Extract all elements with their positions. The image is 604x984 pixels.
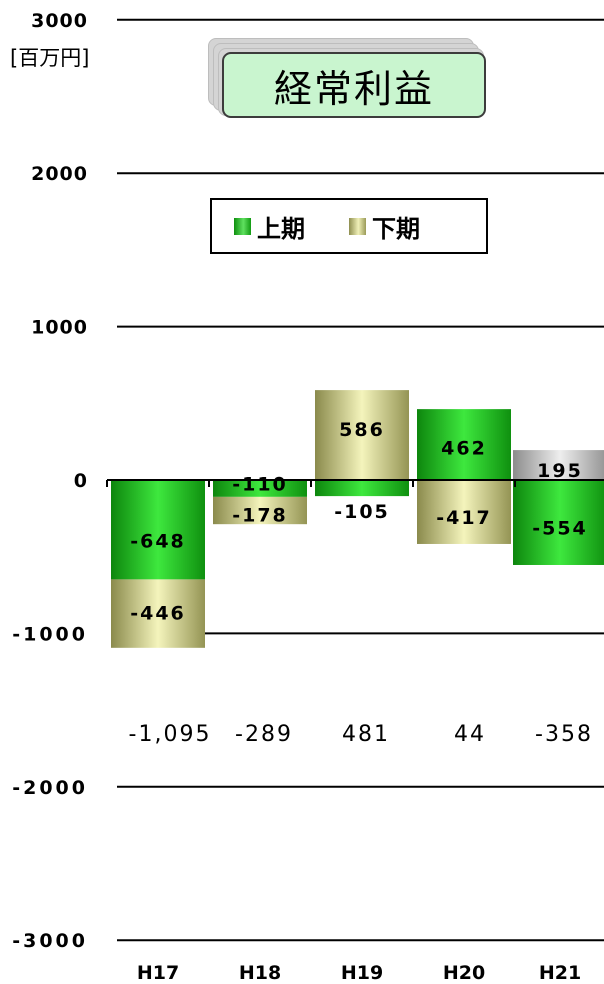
total-label: 44 [454,722,486,747]
legend-swatch-second-half [349,217,366,235]
data-label: -417 [436,507,492,529]
y-tick-label: 3000 [31,10,88,32]
bar-second-half-H18 [213,496,307,525]
total-label: -358 [535,722,593,747]
y-tick-label: -2000 [12,777,88,799]
legend-label-second-half: 下期 [372,214,420,243]
total-label: -1,095 [129,722,212,747]
legend-item-second-half: 下期 [349,209,420,244]
y-tick-label: -3000 [12,930,88,952]
data-label: -110 [232,473,288,495]
bar-second-half-H17 [111,579,205,648]
bar-first-half-H21 [513,480,604,565]
data-label: -648 [130,531,186,553]
legend-label-first-half: 上期 [257,214,305,243]
legend: 上期 下期 [210,198,488,254]
data-label: -554 [532,517,588,539]
y-tick-label: -1000 [12,623,88,645]
chart-title: 経常利益 [222,52,486,118]
legend-swatch-first-half [234,217,251,235]
bar-second-half-H21 [513,450,604,480]
data-label: 586 [339,419,385,441]
bar-second-half-H19 [315,390,409,480]
y-tick-label: 0 [74,470,88,492]
x-tick-label: H19 [341,962,383,984]
legend-item-first-half: 上期 [234,209,305,244]
bar-first-half-H18 [213,480,307,497]
x-tick-label: H17 [137,962,179,984]
data-label: 462 [441,438,487,460]
x-tick-label: H21 [539,962,581,984]
bar-first-half-H19 [315,480,409,497]
data-label: -178 [232,505,288,527]
x-tick-label: H18 [239,962,281,984]
bar-first-half-H17 [111,480,205,580]
y-tick-label: 1000 [31,317,88,339]
bar-first-half-H20 [417,409,511,480]
total-label: 481 [342,722,390,747]
bar-second-half-H20 [417,480,511,544]
data-label: -446 [130,603,186,625]
data-label: 195 [537,460,583,482]
total-label: -289 [235,722,293,747]
y-tick-label: 2000 [31,163,88,185]
unit-label: [百万円] [10,46,90,70]
data-label: -105 [334,501,390,523]
x-tick-label: H20 [443,962,485,984]
